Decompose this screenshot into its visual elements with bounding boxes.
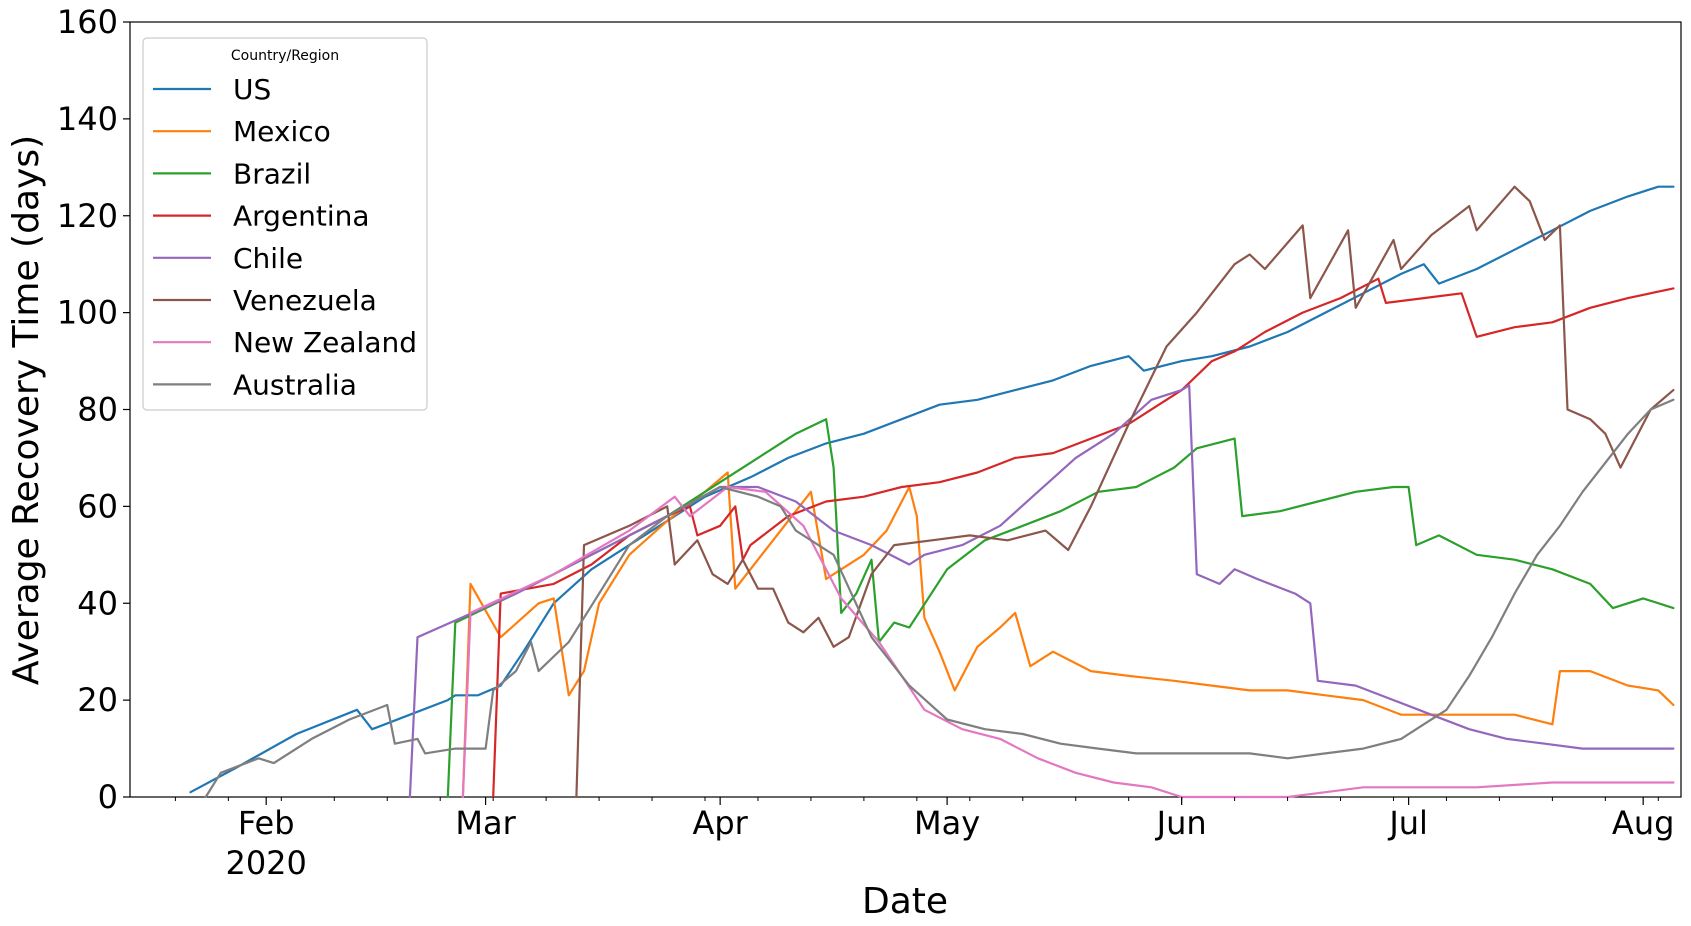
legend-label: Argentina — [233, 200, 370, 233]
series-line-argentina — [492, 277, 1675, 799]
legend-label: Chile — [233, 242, 303, 275]
y-tick-label: 20 — [77, 681, 118, 719]
x-tick-label: Apr — [692, 804, 748, 842]
legend-label: Venezuela — [233, 284, 377, 317]
y-tick-label: 160 — [57, 3, 118, 41]
y-tick-label: 100 — [57, 294, 118, 332]
legend-box — [142, 37, 428, 411]
series-line-mexico — [461, 471, 1675, 799]
x-tick-label: May — [914, 804, 980, 842]
legend-label: US — [233, 73, 271, 106]
series-line-venezuela — [575, 185, 1675, 799]
series-lines — [189, 185, 1675, 799]
x-axis-title: Date — [862, 881, 948, 922]
y-tick-label: 40 — [77, 584, 118, 622]
legend-label: Mexico — [233, 115, 331, 148]
legend: Country/Region US Mexico Brazil Argentina Ch… — [142, 37, 428, 411]
series-line-us — [189, 185, 1675, 794]
series-line-chile — [408, 384, 1675, 799]
series-line-new-zealand — [461, 485, 1675, 799]
x-tick-label: Jul — [1387, 804, 1428, 842]
legend-label: Australia — [233, 368, 357, 401]
y-tick-label: 60 — [77, 487, 118, 525]
x-tick-label: Jun — [1155, 804, 1207, 842]
series-line-brazil — [446, 418, 1675, 799]
x-tick-label: Feb — [238, 804, 295, 842]
y-axis: 0 20 40 60 80 100 120 140 160 — [57, 3, 130, 816]
x-tick-label: Mar — [455, 804, 516, 842]
legend-items: US Mexico Brazil Argentina Chile Venezuela New… — [153, 73, 417, 401]
legend-label: Brazil — [233, 157, 311, 190]
y-tick-label: 80 — [77, 391, 118, 429]
y-tick-label: 140 — [57, 100, 118, 138]
x-tick-label: Aug — [1612, 804, 1674, 842]
y-axis-title: Average Recovery Time (days) — [6, 135, 47, 685]
x-tick-sublabel: 2020 — [225, 844, 306, 882]
legend-label: New Zealand — [233, 326, 417, 359]
legend-title: Country/Region — [231, 48, 339, 64]
y-tick-label: 0 — [98, 778, 118, 816]
y-tick-label: 120 — [57, 197, 118, 235]
series-line-australia — [204, 398, 1675, 799]
